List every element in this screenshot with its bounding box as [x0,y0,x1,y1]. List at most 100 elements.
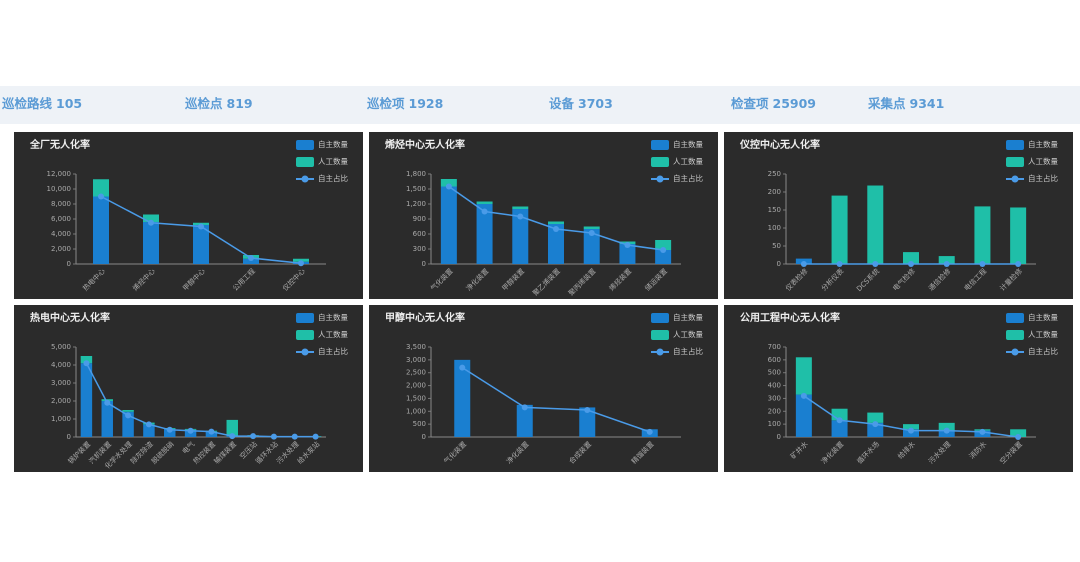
y-tick-label: 50 [772,242,781,250]
stat-value: 3703 [578,96,613,111]
y-tick-label: 0 [67,260,71,268]
line-point [445,183,452,190]
y-tick-label: 0 [422,433,426,441]
y-tick-label: 2,000 [406,382,426,390]
legend-swatch [651,157,669,167]
stat-value: 1928 [409,96,444,111]
bar [1010,429,1027,437]
legend-label: 自主数量 [1028,139,1058,149]
line-point [1015,261,1022,267]
legend-dot [1011,175,1019,183]
line-point [229,433,236,440]
y-tick-label: 1,200 [406,200,426,208]
bar [548,221,564,224]
line [461,366,650,433]
line-point [979,428,986,435]
bar [440,179,457,187]
y-tick-label: 5,000 [51,343,71,351]
line-point [148,219,154,226]
bar [164,428,176,437]
chart-title: 全厂无人化率 [29,138,90,151]
stat-value: 25909 [773,96,817,111]
stat: 巡检路线 105 [2,96,82,111]
legend-label: 自主数量 [318,312,348,322]
line-point [908,427,914,434]
line-point [298,260,304,267]
legend-label: 自主占比 [1028,346,1058,356]
y-tick-label: 1,500 [406,394,426,402]
line-point [125,412,132,419]
stat-value: 819 [227,96,253,111]
legend-label: 自主数量 [318,139,348,149]
line-point [943,261,950,267]
legend-label: 人工数量 [318,156,348,166]
line-point [836,261,843,267]
bar [974,206,991,264]
bar [938,422,955,431]
chart-title: 热电中心无人化率 [30,311,110,324]
y-tick-label: 100 [768,420,781,428]
line-point [145,421,152,428]
line-point [836,417,843,424]
legend-dot [301,175,309,183]
legend-label: 自主占比 [318,173,348,183]
y-tick-label: 1,500 [406,185,426,193]
bar [93,196,109,264]
line-point [291,433,298,440]
bar [143,222,159,264]
legend-label: 人工数量 [1028,156,1058,166]
line-point [517,213,524,220]
y-tick-label: 0 [777,260,781,268]
legend-label: 自主数量 [673,139,703,149]
y-tick-label: 600 [413,230,426,238]
bar [226,419,238,437]
stat-label: 巡检点 [185,96,223,111]
line-point [187,427,194,434]
legend-label: 自主占比 [673,346,703,356]
bar [867,412,884,423]
line-point [208,428,215,435]
bar [101,401,113,437]
bar [476,204,493,264]
bar [122,410,134,412]
line-point [660,247,667,253]
line-point [270,433,277,440]
line-point [800,392,807,399]
y-tick-label: 3,000 [406,356,426,364]
legend-swatch [651,330,669,340]
y-tick-label: 300 [768,394,781,402]
legend-dot [1011,348,1019,356]
stats-band [0,86,1080,124]
chart-title: 公用工程中心无人化率 [740,311,840,324]
y-tick-label: 4,000 [51,361,71,369]
chart-title: 甲醇中心无人化率 [385,311,465,324]
bar [903,252,919,264]
legend-label: 自主数量 [673,312,703,322]
y-tick-label: 1,000 [51,415,71,423]
bar [938,430,955,437]
y-tick-label: 500 [768,369,781,377]
bar [516,404,533,437]
legend-label: 人工数量 [1028,329,1058,339]
stat-label: 采集点 [867,96,906,111]
bar [903,424,919,430]
y-tick-label: 0 [422,260,426,268]
line-point [584,407,591,413]
y-tick-label: 2,000 [51,245,71,253]
legend-dot [656,175,664,183]
legend-label: 自主占比 [318,346,348,356]
line-point [646,428,653,435]
y-tick-label: 500 [413,420,426,428]
y-tick-label: 200 [768,188,781,196]
legend-swatch [296,330,314,340]
bar [655,250,672,264]
line-point [459,364,466,371]
y-tick-label: 2,500 [406,369,426,377]
y-tick-label: 8,000 [51,200,71,208]
line-point [98,193,104,200]
line [85,362,316,438]
line-point [312,433,319,440]
y-tick-label: 4,000 [51,230,71,238]
line-point [908,261,914,267]
